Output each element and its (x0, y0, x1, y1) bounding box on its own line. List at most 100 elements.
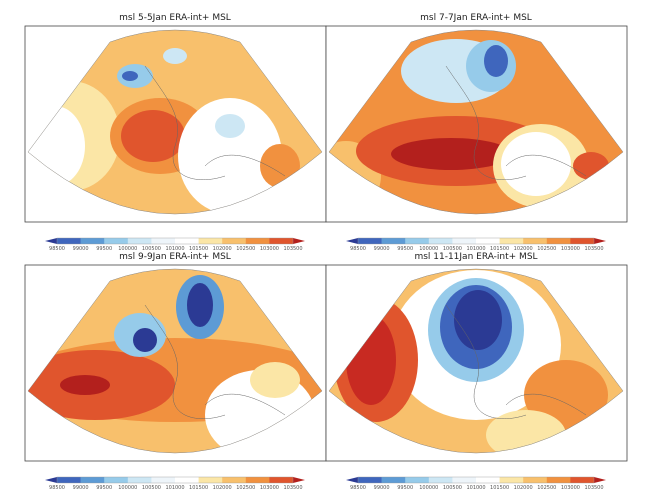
map-outline (328, 29, 624, 215)
colorbar-label: 101500 (189, 246, 208, 252)
colorbar-label: 101000 (165, 485, 184, 491)
colorbar-swatch (570, 238, 595, 244)
colorbar-swatch (245, 238, 270, 244)
colorbar-swatch (245, 477, 270, 483)
colorbar-end (293, 477, 305, 483)
colorbar-label: 99000 (73, 485, 89, 491)
colorbar-label: 101000 (466, 246, 485, 252)
map-panel: msl 9-9Jan ERA-int+ MSL 98500 99000 99500 10… (24, 252, 327, 491)
colorbar-label: 102000 (213, 485, 232, 491)
colorbar-label: 101500 (490, 246, 509, 252)
coastline (144, 65, 286, 180)
panel-title: msl 9-9Jan ERA-int+ MSL (119, 252, 231, 262)
map-outline (27, 268, 323, 454)
colorbar-frame (56, 237, 294, 245)
panel-title: msl 11-11Jan ERA-int+ MSL (414, 252, 537, 262)
colorbar-label: 99000 (374, 246, 390, 252)
coastline (445, 65, 587, 180)
colorbar-swatch (269, 238, 294, 244)
colorbar-label: 100500 (443, 246, 462, 252)
colorbar-swatch (428, 477, 453, 483)
colorbar-swatch (175, 238, 199, 244)
colorbar-label: 101500 (189, 485, 208, 491)
colorbar-frame (357, 476, 595, 484)
panel-title: msl 5-5Jan ERA-int+ MSL (119, 13, 231, 23)
colorbar-swatch (476, 238, 500, 244)
colorbar-label: 103500 (584, 246, 603, 252)
colorbar-frame (357, 237, 595, 245)
colorbar-label: 103500 (283, 485, 302, 491)
contour-region (121, 110, 185, 162)
contour-region (60, 375, 110, 395)
colorbar-label: 99500 (96, 485, 112, 491)
colorbar-swatch (104, 477, 129, 483)
colorbar-swatch (381, 477, 406, 483)
map-outline (27, 29, 323, 215)
map-panel: msl 7-7Jan ERA-int+ MSL 98500 99000 99500 10… (325, 13, 628, 252)
colorbar-swatch (546, 238, 571, 244)
contour-region (187, 283, 213, 327)
colorbar-swatch (175, 477, 199, 483)
colorbar-swatch (405, 238, 430, 244)
colorbar-label: 99000 (374, 485, 390, 491)
colorbar-end (594, 238, 606, 244)
colorbar-label: 103000 (260, 485, 279, 491)
colorbar-swatch (546, 477, 571, 483)
contour-region (133, 328, 157, 352)
colorbar-swatch (523, 477, 548, 483)
colorbar-label: 103000 (561, 485, 580, 491)
colorbar-swatch (57, 238, 81, 244)
colorbar-swatch (476, 477, 500, 483)
colorbar-label: 100000 (419, 246, 438, 252)
colorbar-label: 102000 (514, 246, 533, 252)
colorbar-swatch (80, 238, 105, 244)
contour-region (454, 290, 502, 350)
contour-region (250, 362, 300, 398)
colorbar-label: 98500 (350, 485, 366, 491)
colorbar-swatch (151, 238, 176, 244)
colorbar-label: 103000 (561, 246, 580, 252)
colorbar-swatch (269, 477, 294, 483)
colorbar-swatch (405, 477, 430, 483)
colorbar-label: 100500 (443, 485, 462, 491)
colorbar-label: 100000 (118, 485, 137, 491)
panel-title: msl 7-7Jan ERA-int+ MSL (420, 13, 532, 23)
colorbar-label: 102500 (537, 485, 556, 491)
colorbar-end (45, 477, 57, 483)
colorbar-swatch (570, 477, 595, 483)
colorbar-end (45, 238, 57, 244)
colorbar-swatch (222, 238, 247, 244)
colorbar-label: 98500 (49, 246, 65, 252)
colorbar-swatch (428, 238, 453, 244)
colorbar-swatch (104, 238, 129, 244)
colorbar-label: 98500 (49, 485, 65, 491)
colorbar-label: 99000 (73, 246, 89, 252)
colorbar-end (346, 477, 358, 483)
colorbar-label: 99500 (96, 246, 112, 252)
colorbar-label: 99500 (397, 246, 413, 252)
colorbar-label: 100500 (142, 485, 161, 491)
colorbar-swatch (222, 477, 247, 483)
colorbar-swatch (499, 477, 524, 483)
colorbar-label: 103500 (584, 485, 603, 491)
colorbar-label: 100000 (118, 246, 137, 252)
map-panel: msl 11-11Jan ERA-int+ MSL 98500 99000 99500… (325, 252, 628, 491)
contour-region (484, 45, 508, 77)
colorbar-swatch (151, 477, 176, 483)
colorbar-swatch (358, 477, 382, 483)
colorbar-label: 102500 (236, 485, 255, 491)
colorbar-end (346, 238, 358, 244)
colorbar-swatch (452, 238, 477, 244)
colorbar-swatch (127, 477, 152, 483)
contour-region (391, 138, 511, 170)
contour-region (178, 98, 282, 214)
map-outline (328, 268, 624, 454)
contour-region (524, 360, 608, 430)
colorbar-label: 103000 (260, 246, 279, 252)
colorbar-label: 102000 (213, 246, 232, 252)
colorbar-frame (56, 476, 294, 484)
colorbar-swatch (381, 238, 406, 244)
map-panel: msl 5-5Jan ERA-int+ MSL 98500 99000 99500 10… (24, 13, 327, 252)
colorbar-swatch (358, 238, 382, 244)
